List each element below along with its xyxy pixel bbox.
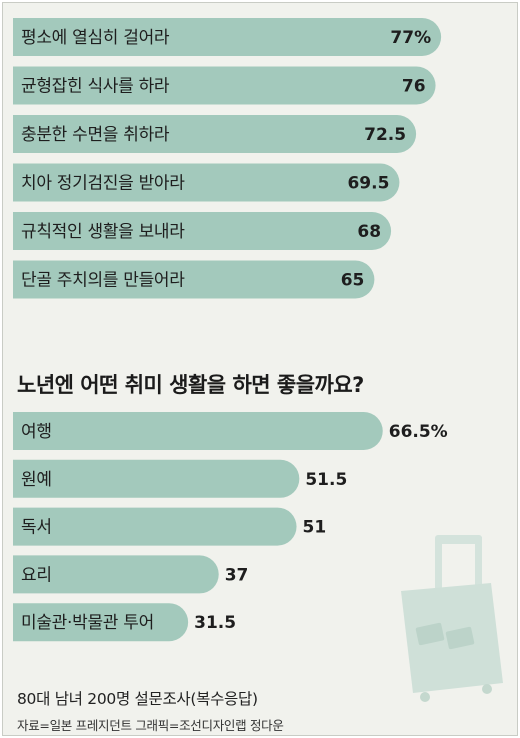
category-label: 미술관·박물관 투어 (21, 613, 154, 633)
bar (13, 603, 189, 642)
bar (13, 412, 383, 450)
bar (13, 115, 417, 153)
category-label: 원예 (21, 470, 52, 490)
category-label: 여행 (21, 422, 52, 442)
bar-charts: 평소에 열심히 걸어라 77% 균형잡힌 식사를 하라 76 충분한 수면을 취하라 72… (13, 18, 448, 642)
category-label: 충분한 수면을 취하라 (21, 125, 170, 145)
chart-1: 평소에 열심히 걸어라 77% 균형잡힌 식사를 하라 76 충분한 수면을 취하라 72… (13, 18, 442, 299)
bar (13, 459, 300, 498)
value-label: 37 (225, 565, 249, 585)
bar (13, 18, 442, 56)
bar (13, 212, 392, 250)
bar (13, 66, 436, 105)
category-label: 규칙적인 생활을 보내라 (21, 222, 185, 242)
bar (13, 163, 400, 202)
value-label: 76 (402, 77, 426, 97)
source-credit: 자료=일본 프레지던트 그래픽=조선디자인랩 정다운 (17, 718, 284, 733)
bar (13, 507, 297, 546)
value-label: 51 (303, 518, 327, 538)
category-label: 요리 (21, 565, 52, 585)
value-label: 66.5% (389, 422, 448, 442)
value-label: 51.5 (305, 470, 347, 490)
value-label: 69.5 (347, 174, 389, 194)
value-label: 77% (390, 28, 431, 48)
suitcase-icon (401, 535, 503, 702)
chart-2: 여행 66.5% 원예 51.5 독서 51 요리 37 미술관·박물관 투어 31.5 (13, 412, 448, 642)
value-label: 72.5 (364, 125, 406, 145)
bar (13, 555, 219, 594)
value-label: 65 (341, 271, 365, 291)
category-label: 치아 정기검진을 받아라 (21, 174, 185, 194)
value-label: 68 (357, 222, 381, 242)
category-label: 평소에 열심히 걸어라 (21, 28, 170, 48)
survey-note: 80대 남녀 200명 설문조사(복수응답) (17, 690, 258, 708)
chart-title: 노년엔 어떤 취미 생활을 하면 좋을까요? (17, 373, 364, 397)
category-label: 독서 (21, 518, 52, 538)
value-label: 31.5 (194, 613, 236, 633)
category-label: 단골 주치의를 만들어라 (21, 271, 185, 291)
bar (13, 260, 375, 299)
category-label: 균형잡힌 식사를 하라 (21, 77, 170, 97)
